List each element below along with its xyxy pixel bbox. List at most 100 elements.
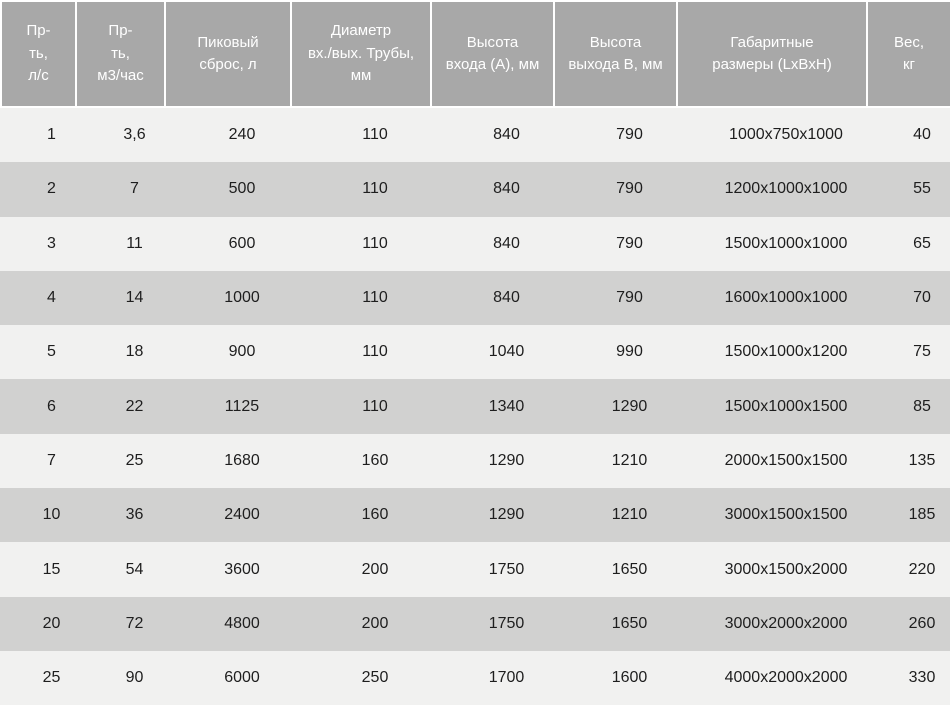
table-cell: 4 xyxy=(47,289,56,307)
table-row: 4 14 1000 110 840 790 1600x1000x1000 70 xyxy=(0,270,950,326)
table-cell: 1290 xyxy=(488,451,525,469)
table-cell: 36 xyxy=(125,506,144,524)
table-cell: 135 xyxy=(908,451,936,469)
table-cell: 1290 xyxy=(611,397,648,415)
table-cell: 220 xyxy=(908,560,936,578)
table-cell: 2 xyxy=(47,180,56,198)
col-header-productivity-ls: Пр- ть, л/с xyxy=(0,2,77,106)
table-cell: 18 xyxy=(125,343,144,361)
table-cell: 160 xyxy=(361,451,389,469)
table-cell: 250 xyxy=(361,669,389,687)
table-cell: 1000 xyxy=(224,289,260,307)
table-cell: 85 xyxy=(913,397,931,415)
table-row: 7 25 1680 160 1290 1210 2000x1500x1500 1… xyxy=(0,433,950,489)
table-cell: 110 xyxy=(362,289,388,307)
table-cell: 1680 xyxy=(224,451,260,469)
table-row: 10 36 2400 160 1290 1210 3000x1500x1500 … xyxy=(0,488,950,543)
table-cell: 1700 xyxy=(488,669,525,687)
table-cell: 7 xyxy=(47,451,56,469)
table-cell: 70 xyxy=(913,289,931,307)
table-cell: 1500x1000x1000 xyxy=(724,234,848,252)
table-cell: 330 xyxy=(908,669,936,687)
table-row: 5 18 900 110 1040 990 1500x1000x1200 75 xyxy=(0,325,950,380)
table-cell: 25 xyxy=(42,669,61,687)
table-cell: 4000x2000x2000 xyxy=(724,669,848,687)
table-cell: 3000x1500x2000 xyxy=(724,560,848,578)
table-cell: 1750 xyxy=(488,614,525,632)
table-cell: 2400 xyxy=(224,506,260,524)
table-cell: 1500x1000x1200 xyxy=(724,343,848,361)
col-header-peak-discharge: Пиковый сброс, л xyxy=(166,2,292,106)
table-cell: 110 xyxy=(362,343,388,361)
table-cell: 1000x750x1000 xyxy=(729,126,843,144)
table-cell: 790 xyxy=(616,234,643,252)
table-cell: 3600 xyxy=(224,560,260,578)
table-cell: 65 xyxy=(913,234,931,252)
table-cell: 14 xyxy=(125,289,144,307)
table-cell: 25 xyxy=(125,451,144,469)
col-header-pipe-diameter: Диаметр вх./вых. Трубы, мм xyxy=(292,2,432,106)
table-cell: 1600x1000x1000 xyxy=(724,289,848,307)
table-header-row: Пр- ть, л/с Пр- ть, м3/час Пиковый сброс… xyxy=(0,0,950,108)
table-row: 1 3,6 240 110 840 790 1000x750x1000 40 xyxy=(0,108,950,163)
table-cell: 790 xyxy=(616,289,643,307)
table-cell: 1 xyxy=(47,126,56,144)
table-cell: 500 xyxy=(228,180,256,198)
table-cell: 4800 xyxy=(224,614,260,632)
table-cell: 1500x1000x1500 xyxy=(724,397,848,415)
table-row: 2 7 500 110 840 790 1200x1000x1000 55 xyxy=(0,162,950,217)
table-cell: 22 xyxy=(125,397,144,415)
table-cell: 75 xyxy=(913,343,931,361)
table-cell: 600 xyxy=(228,234,256,252)
table-cell: 840 xyxy=(493,234,520,252)
table-cell: 1750 xyxy=(488,560,525,578)
table-cell: 11 xyxy=(126,234,143,252)
table-cell: 3000x2000x2000 xyxy=(724,614,848,632)
table-row: 15 54 3600 200 1750 1650 3000x1500x2000 … xyxy=(0,542,950,597)
table-cell: 1200x1000x1000 xyxy=(724,180,848,198)
table-row: 25 90 6000 250 1700 1600 4000x2000x2000 … xyxy=(0,650,950,705)
table-cell: 840 xyxy=(493,126,520,144)
table-cell: 990 xyxy=(616,343,643,361)
col-header-productivity-m3h: Пр- ть, м3/час xyxy=(77,2,166,106)
table-cell: 3 xyxy=(47,234,56,252)
table-cell: 200 xyxy=(361,560,389,578)
table-cell: 6 xyxy=(47,397,56,415)
table-cell: 1125 xyxy=(224,397,260,415)
table-cell: 1650 xyxy=(611,560,648,578)
table-cell: 20 xyxy=(42,614,61,632)
table-cell: 110 xyxy=(362,180,388,198)
col-header-inlet-height: Высота входа (А), мм xyxy=(432,2,555,106)
table-cell: 240 xyxy=(228,126,256,144)
table-cell: 790 xyxy=(616,180,643,198)
col-header-weight: Вес, кг xyxy=(868,2,950,106)
table-cell: 10 xyxy=(42,506,61,524)
table-cell: 1040 xyxy=(488,343,525,361)
table-cell: 1210 xyxy=(611,506,648,524)
table-cell: 2000x1500x1500 xyxy=(724,451,848,469)
table-row: 3 11 600 110 840 790 1500x1000x1000 65 xyxy=(0,216,950,271)
table-cell: 55 xyxy=(913,180,931,198)
table-cell: 90 xyxy=(125,669,144,687)
table-cell: 54 xyxy=(125,560,144,578)
col-header-outlet-height: Высота выхода В, мм xyxy=(555,2,678,106)
table-cell: 6000 xyxy=(224,669,260,687)
table-cell: 72 xyxy=(125,614,144,632)
table-cell: 840 xyxy=(493,180,520,198)
table-cell: 1650 xyxy=(611,614,648,632)
table-cell: 5 xyxy=(47,343,56,361)
table-cell: 1600 xyxy=(611,669,648,687)
table-cell: 840 xyxy=(493,289,520,307)
table-cell: 3000x1500x1500 xyxy=(724,506,848,524)
table-row: 20 72 4800 200 1750 1650 3000x2000x2000 … xyxy=(0,596,950,651)
table-cell: 110 xyxy=(362,126,388,144)
table-cell: 185 xyxy=(908,506,936,524)
table-cell: 110 xyxy=(362,234,388,252)
table-cell: 200 xyxy=(361,614,389,632)
table-cell: 1340 xyxy=(488,397,525,415)
table-cell: 790 xyxy=(616,126,643,144)
table-cell: 40 xyxy=(913,126,931,144)
table-cell: 900 xyxy=(228,343,256,361)
table-cell: 1210 xyxy=(611,451,648,469)
